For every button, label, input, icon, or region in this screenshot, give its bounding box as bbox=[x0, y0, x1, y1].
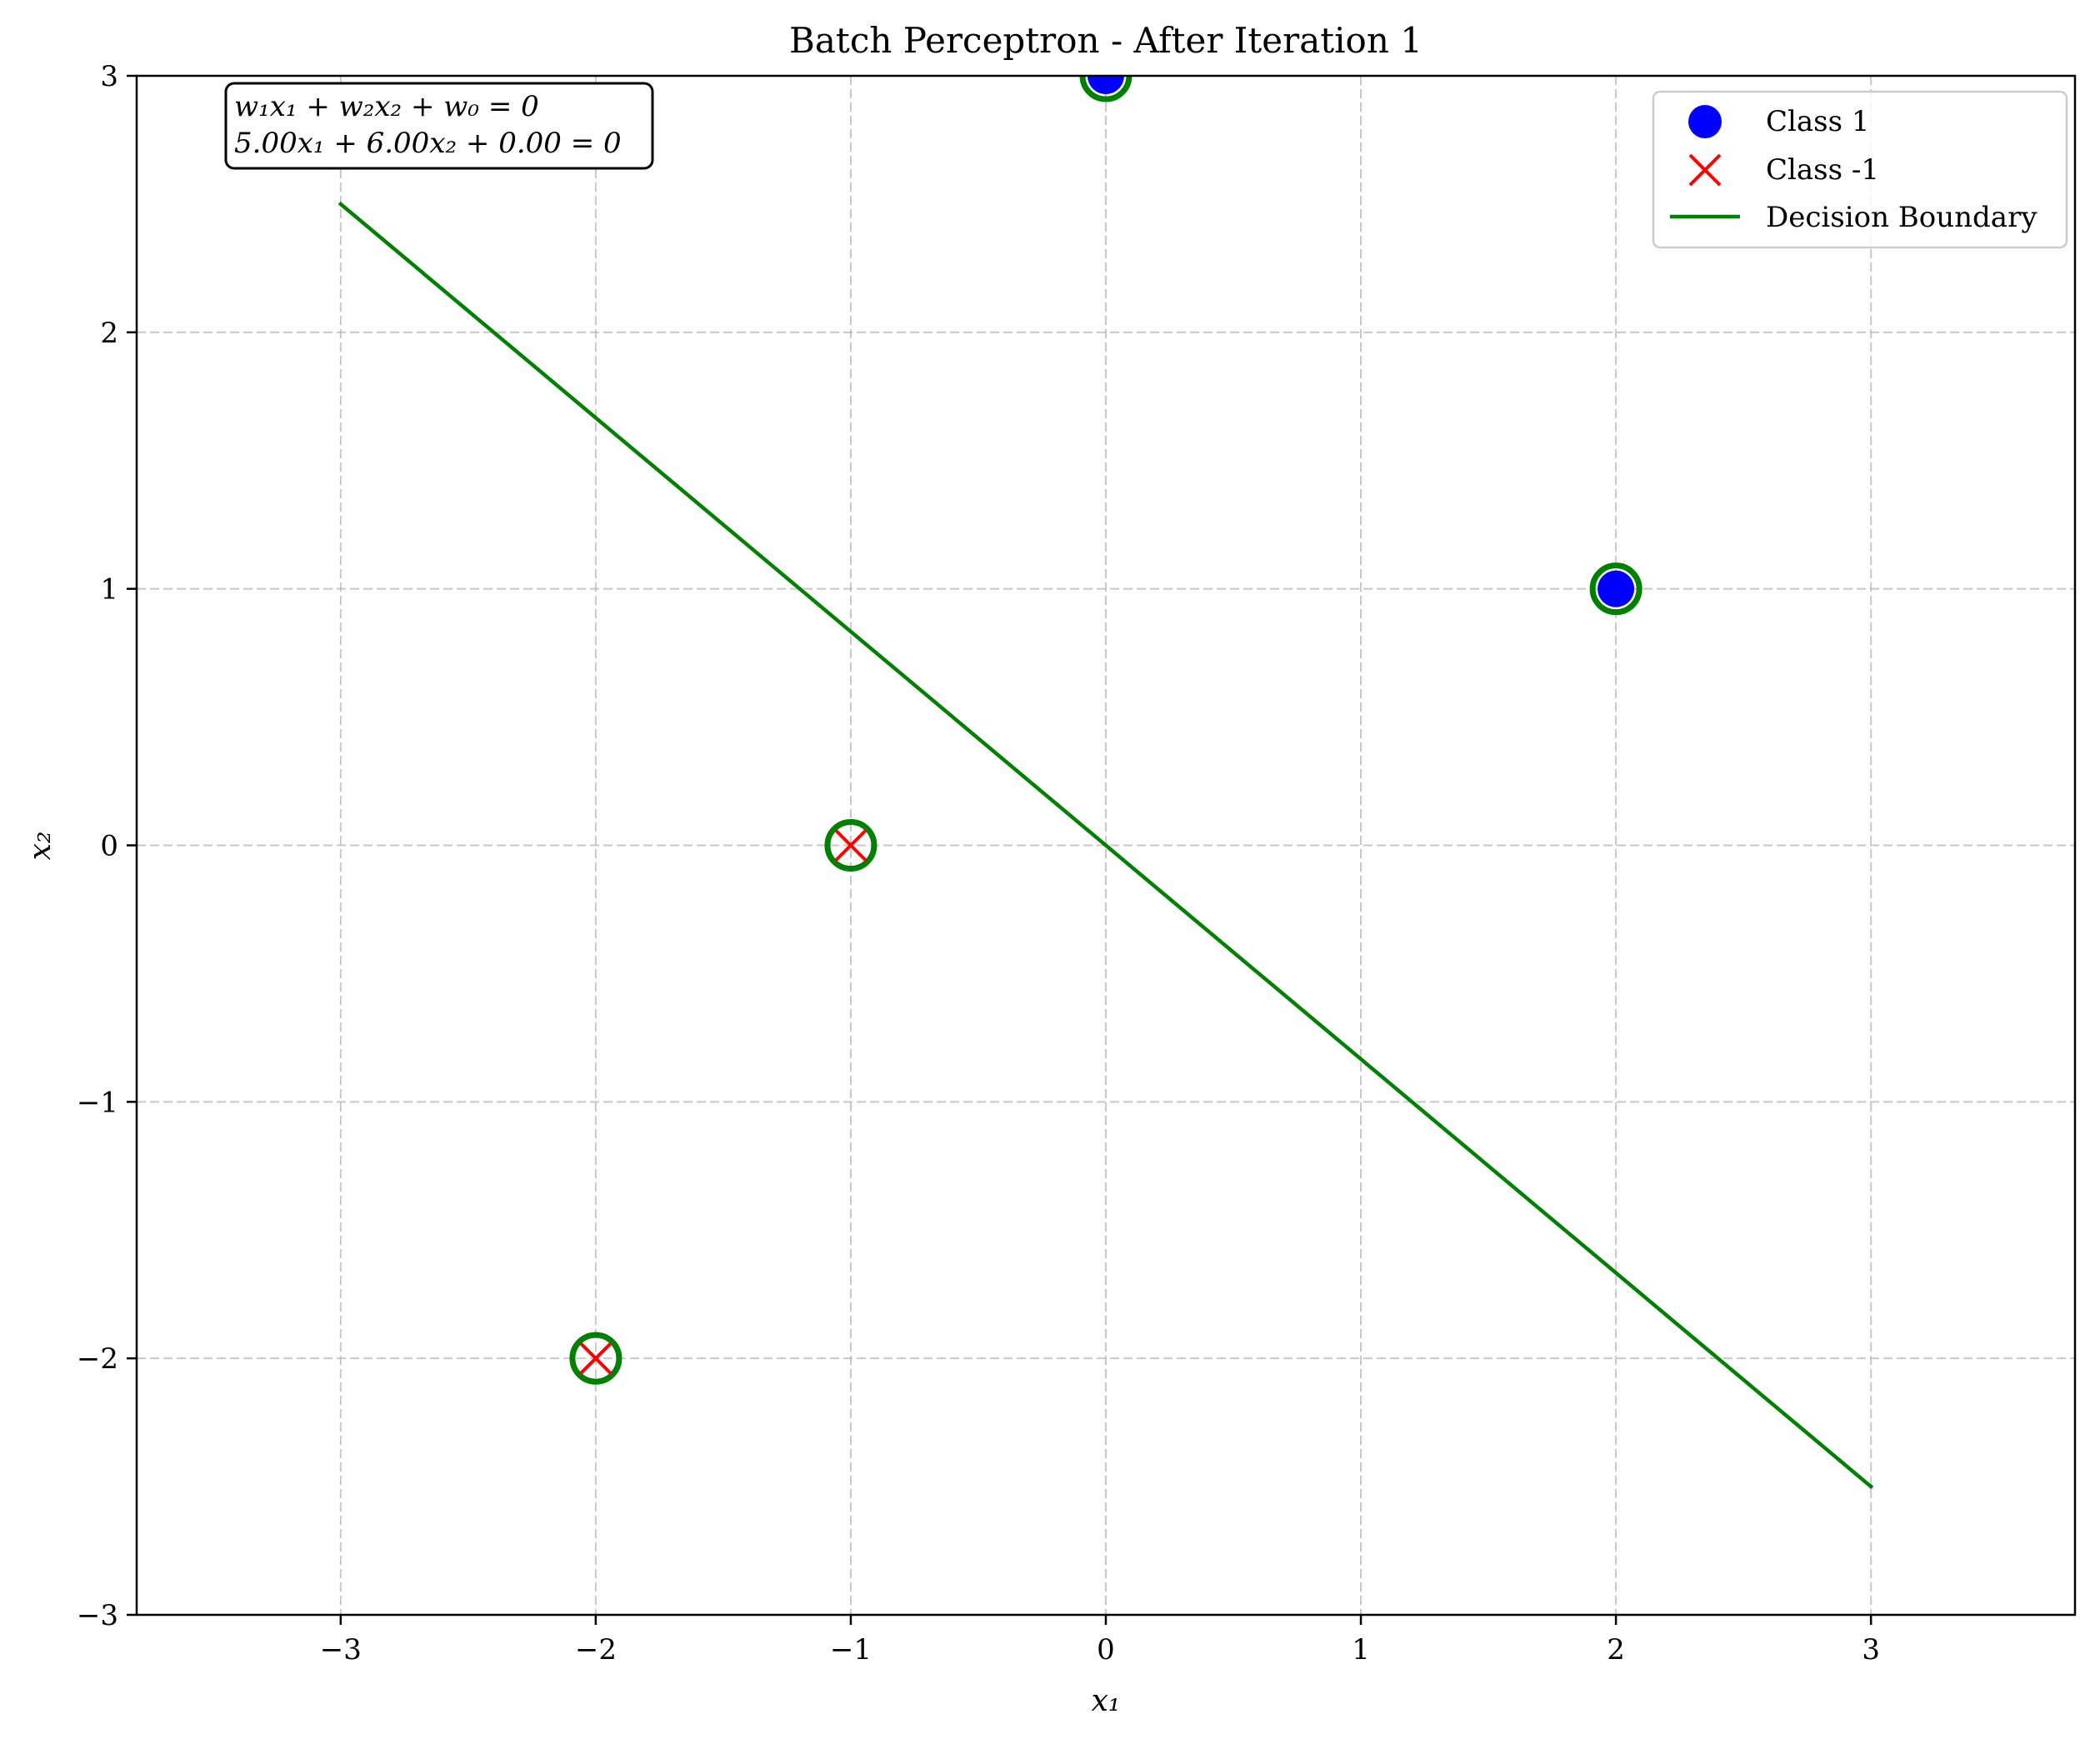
x-axis-label: x₁ bbox=[1092, 1684, 1121, 1718]
x-tick-label: −2 bbox=[575, 1633, 617, 1667]
legend-box bbox=[1652, 90, 2068, 249]
y-tick-label: −3 bbox=[77, 1599, 118, 1632]
highlight-ring bbox=[1589, 562, 1642, 616]
legend-class-neg1-label: Class -1 bbox=[1766, 153, 1879, 187]
y-tick-label: 2 bbox=[100, 317, 118, 350]
x-marker-stroke bbox=[579, 1342, 612, 1375]
highlight-ring bbox=[569, 1332, 622, 1385]
class-neg1-point bbox=[834, 829, 868, 862]
x-tick-label: −3 bbox=[320, 1633, 362, 1667]
legend-class-1-marker bbox=[1688, 105, 1722, 138]
y-tick-label: −1 bbox=[77, 1086, 118, 1119]
highlight-ring bbox=[824, 819, 878, 872]
x-tick-label: −1 bbox=[830, 1633, 872, 1667]
x-tick-label: 1 bbox=[1352, 1633, 1370, 1667]
class-1-point bbox=[1088, 76, 1124, 94]
x-marker-stroke bbox=[834, 829, 868, 862]
y-tick-label: 0 bbox=[100, 830, 118, 863]
y-tick-label: 1 bbox=[100, 573, 118, 607]
equation-general: w₁x₁ + w₂x₂ + w₀ = 0 bbox=[234, 90, 539, 123]
x-tick-label: 0 bbox=[1097, 1633, 1115, 1667]
x-tick-label: 3 bbox=[1862, 1633, 1880, 1667]
legend: Class 1 Class -1 Decision Boundary bbox=[1652, 90, 2068, 249]
equation-annotation: w₁x₁ + w₂x₂ + w₀ = 0 5.00x₁ + 6.00x₂ + 0… bbox=[224, 82, 654, 170]
class-1-point bbox=[1598, 570, 1635, 607]
y-axis-label: x₂ bbox=[23, 832, 58, 861]
data-points bbox=[569, 76, 1642, 1385]
legend-boundary-label: Decision Boundary bbox=[1766, 201, 2038, 234]
equation-box bbox=[224, 82, 654, 170]
x-tick-label: 2 bbox=[1607, 1633, 1625, 1667]
legend-class-1-label: Class 1 bbox=[1766, 105, 1870, 138]
decision-boundary-layer bbox=[338, 201, 1874, 1490]
y-tick-label: 3 bbox=[100, 60, 118, 93]
legend-class-neg1-marker bbox=[1688, 153, 1722, 187]
axis-ticks: −3 −2 −1 0 1 2 3 −3 −2 −1 0 1 2 3 bbox=[77, 60, 1880, 1667]
class-neg1-point bbox=[579, 1342, 612, 1375]
y-tick-label: −2 bbox=[77, 1342, 118, 1376]
chart-title: Batch Perceptron - After Iteration 1 bbox=[789, 20, 1422, 61]
highlight-ring bbox=[1079, 76, 1132, 102]
decision-boundary-line bbox=[338, 201, 1874, 1490]
equation-values: 5.00x₁ + 6.00x₂ + 0.00 = 0 bbox=[234, 127, 622, 160]
